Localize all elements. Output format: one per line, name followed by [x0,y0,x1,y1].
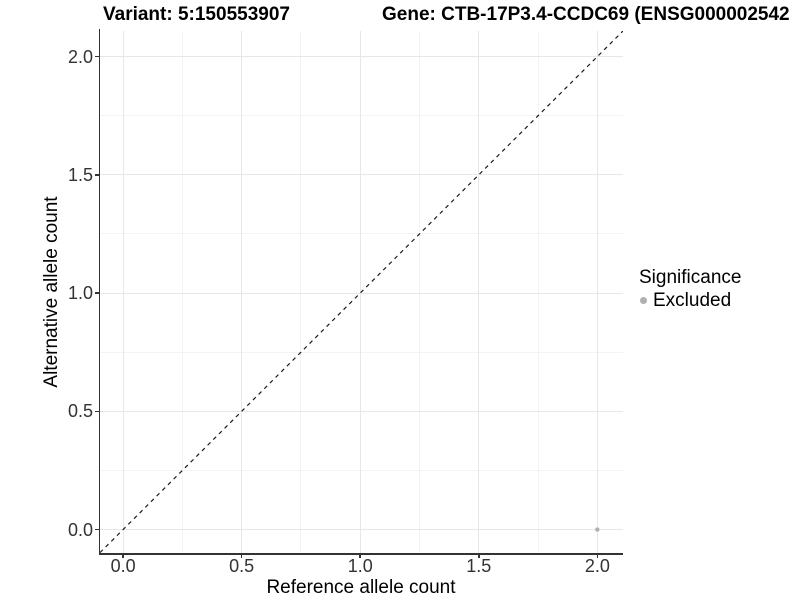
gridline-major [100,292,623,294]
gridline-major [596,31,598,553]
gridline-major [100,174,623,176]
gridline-minor [181,31,183,553]
gridline-minor [419,31,420,553]
gridline-minor [100,469,623,471]
y-tick-label: 1.0 [67,283,93,304]
plot-panel [100,31,623,553]
x-tick-label: 2.0 [584,556,610,576]
identity-line [100,31,623,553]
x-axis-tick [478,553,480,558]
y-axis-line [98,29,100,555]
plot-canvas [100,31,623,553]
plot-title-variant: Variant: 5:150553907 [103,4,290,25]
legend: Significance Excluded [639,267,741,311]
gridline-major [241,31,243,553]
gridline-major [100,56,623,58]
y-axis-tick [95,174,100,176]
gridline-major [478,31,480,553]
legend-point-icon [640,297,647,304]
x-axis-tick [359,553,361,558]
x-axis-title: Reference allele count [266,577,456,598]
x-tick-label: 0.0 [110,556,136,576]
gridline-major [100,410,623,412]
gridline-minor [537,31,539,553]
data-point [595,527,600,532]
x-tick-label: 1.5 [466,556,492,576]
x-axis-tick [240,553,243,558]
gridline-minor [300,31,302,553]
gridline-minor [100,115,623,117]
y-tick-label: 1.5 [67,164,93,185]
gridline-major [100,529,623,531]
y-axis-tick [95,528,100,531]
gridline-major [122,31,124,553]
legend-item-excluded: Excluded [640,290,741,311]
x-axis-tick [122,553,124,558]
gridline-major [359,31,361,553]
y-tick-label: 2.0 [67,46,93,67]
y-axis-tick [95,292,100,294]
y-tick-label: 0.5 [67,401,93,422]
x-tick-label: 0.5 [229,556,255,576]
plot-title-gene: Gene: CTB-17P3.4-CCDC69 (ENSG000002542 [382,4,790,25]
legend-item-label: Excluded [653,290,732,311]
y-tick-label: 0.0 [67,519,93,540]
legend-title: Significance [639,267,742,288]
x-tick-label: 1.0 [347,556,373,576]
gridline-minor [100,233,623,235]
gridline-minor [100,351,623,353]
y-axis-tick [95,410,100,413]
x-axis-tick [596,553,599,558]
y-axis-tick [95,55,100,58]
